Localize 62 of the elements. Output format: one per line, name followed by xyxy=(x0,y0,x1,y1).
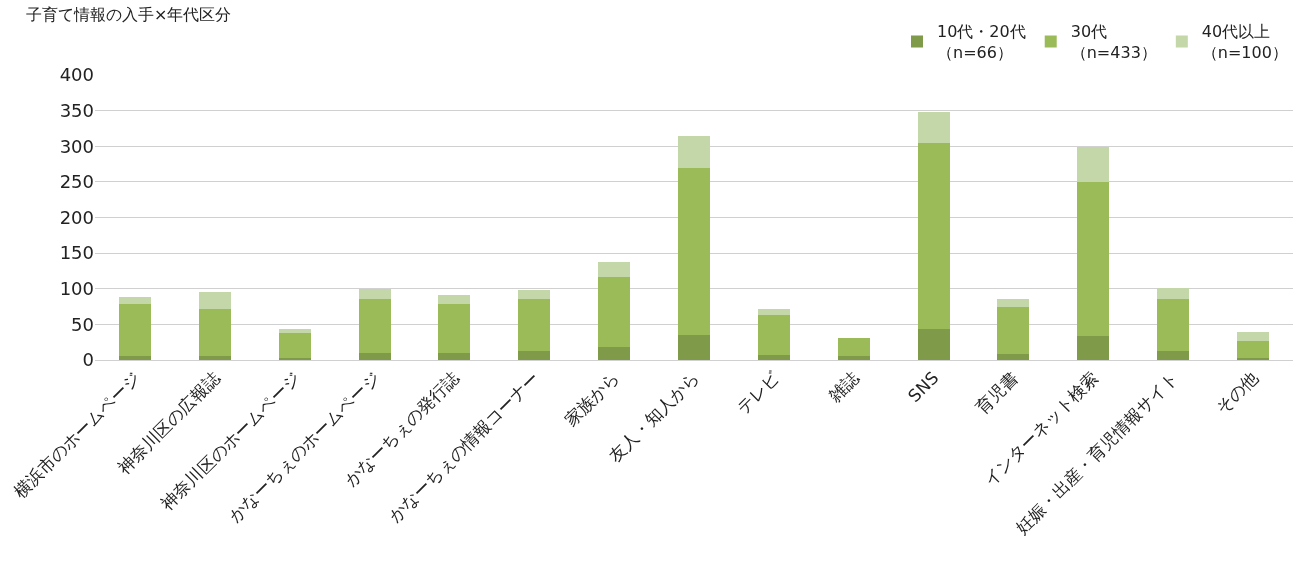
bar xyxy=(1237,332,1270,341)
bar xyxy=(1077,181,1110,336)
bar xyxy=(1157,298,1190,352)
bar xyxy=(1077,146,1110,182)
bar xyxy=(438,295,471,304)
bar xyxy=(757,315,790,356)
x-tick-label: テレビ xyxy=(732,366,784,418)
bar xyxy=(997,306,1030,355)
bar xyxy=(837,356,870,360)
bar xyxy=(1237,340,1270,358)
y-tick-label: 250 xyxy=(59,171,94,193)
bar xyxy=(358,299,391,353)
y-tick-label: 0 xyxy=(82,349,94,371)
bar xyxy=(198,356,231,360)
bar xyxy=(917,112,950,143)
bar xyxy=(278,357,311,360)
bar xyxy=(997,298,1030,307)
y-tick-label: 300 xyxy=(59,135,94,157)
bar xyxy=(438,303,471,353)
bar xyxy=(198,292,231,309)
bar xyxy=(518,298,551,352)
bar xyxy=(917,142,950,329)
bar xyxy=(358,288,391,300)
bar xyxy=(997,354,1030,360)
bar xyxy=(678,136,710,169)
bar xyxy=(917,328,950,360)
bar xyxy=(598,276,631,348)
y-tick-label: 350 xyxy=(59,99,94,121)
y-tick-label: 200 xyxy=(59,206,94,228)
y-tick-label: 100 xyxy=(59,278,94,300)
x-tick-label: 雑誌 xyxy=(824,367,863,406)
bar xyxy=(438,352,471,360)
bar xyxy=(518,351,551,360)
bar xyxy=(1157,288,1190,299)
bar xyxy=(278,328,311,333)
bar xyxy=(1157,351,1190,360)
legend-label: 10代・20代（n=66） xyxy=(937,22,1026,63)
bar xyxy=(598,262,631,277)
x-tick-label: 家族から xyxy=(560,367,623,430)
bar xyxy=(678,168,710,336)
bar xyxy=(598,347,631,360)
bar xyxy=(278,332,311,358)
y-tick-label: 50 xyxy=(71,313,94,335)
bar xyxy=(198,308,231,357)
bar xyxy=(757,308,790,316)
y-tick-label: 150 xyxy=(59,242,94,264)
bar xyxy=(358,352,391,360)
bar xyxy=(678,335,710,360)
bar xyxy=(757,355,790,360)
legend-label: 40代以上（n=100） xyxy=(1201,22,1288,63)
bar xyxy=(518,290,551,299)
bar xyxy=(837,337,870,357)
x-tick-label: 育児書 xyxy=(972,367,1023,418)
bar xyxy=(1237,357,1270,360)
bar xyxy=(1077,335,1110,360)
bar xyxy=(118,296,151,304)
x-tick-label: その他 xyxy=(1211,367,1262,418)
chart-title: 子育て情報の入手×年代区分 xyxy=(26,4,232,24)
y-tick-label: 400 xyxy=(59,64,94,86)
bar xyxy=(118,303,151,357)
bar xyxy=(118,356,151,360)
legend-label: 30代（n=433） xyxy=(1070,22,1157,63)
